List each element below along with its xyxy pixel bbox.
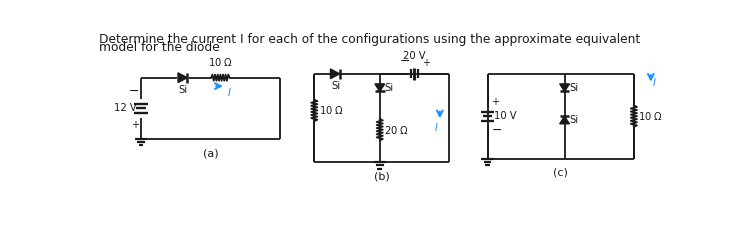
Text: −: − xyxy=(400,55,411,68)
Text: Determine the current I for each of the configurations using the approximate equ: Determine the current I for each of the … xyxy=(99,33,640,46)
Text: 20 $\Omega$: 20 $\Omega$ xyxy=(385,124,409,136)
Polygon shape xyxy=(330,69,340,79)
Text: +: + xyxy=(491,97,499,107)
Text: Si: Si xyxy=(569,115,578,125)
Text: +: + xyxy=(131,121,138,130)
Text: (b): (b) xyxy=(373,172,390,182)
Text: model for the diode: model for the diode xyxy=(99,42,219,54)
Text: 20 V: 20 V xyxy=(403,51,426,61)
Text: (c): (c) xyxy=(554,168,568,178)
Text: (a): (a) xyxy=(202,148,218,158)
Text: I: I xyxy=(653,78,656,88)
Text: 10 V: 10 V xyxy=(494,111,516,121)
Polygon shape xyxy=(559,116,569,124)
Polygon shape xyxy=(178,73,187,83)
Text: 10 $\Omega$: 10 $\Omega$ xyxy=(638,110,664,122)
Text: Si: Si xyxy=(331,81,341,91)
Text: I: I xyxy=(434,123,437,133)
Text: +: + xyxy=(422,58,430,68)
Text: I: I xyxy=(228,88,231,98)
Text: Si: Si xyxy=(385,83,394,93)
Text: Si: Si xyxy=(179,85,188,95)
Polygon shape xyxy=(559,84,569,91)
Text: 10 $\Omega$: 10 $\Omega$ xyxy=(319,104,344,116)
Text: 12 V: 12 V xyxy=(114,104,136,113)
Text: −: − xyxy=(128,85,138,98)
Text: 10 $\Omega$: 10 $\Omega$ xyxy=(208,56,233,68)
Text: Si: Si xyxy=(569,83,578,93)
Polygon shape xyxy=(375,84,385,91)
Text: −: − xyxy=(491,123,502,137)
